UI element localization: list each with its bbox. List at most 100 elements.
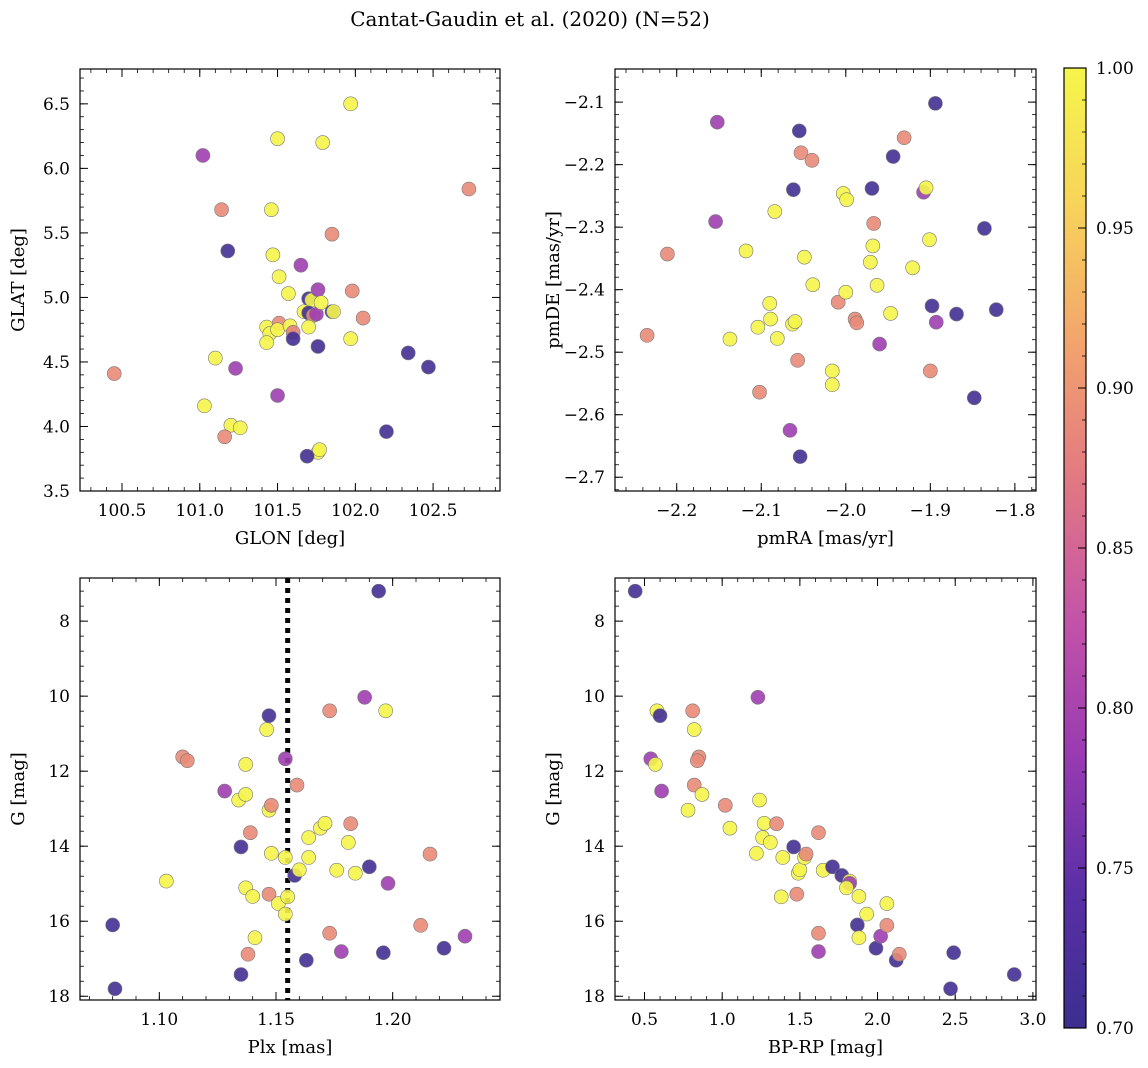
- scatter-points: [106, 96, 477, 464]
- data-point: [789, 886, 805, 902]
- x-tick-label: 1.5: [786, 1010, 813, 1030]
- data-point: [312, 442, 327, 458]
- y-tick-label: −2.4: [564, 281, 605, 301]
- data-point: [851, 930, 867, 946]
- data-point: [762, 296, 778, 311]
- x-tick-label: −2.2: [656, 501, 697, 521]
- y-tick-label: 8: [594, 612, 605, 632]
- data-point: [770, 331, 785, 346]
- data-point: [866, 216, 881, 231]
- data-point: [654, 783, 669, 799]
- data-point: [270, 322, 285, 337]
- y-tick-label: −2.2: [564, 156, 605, 176]
- y-tick-label: −2.6: [564, 406, 605, 426]
- y-tick-label: −2.5: [564, 343, 605, 363]
- data-point: [238, 787, 253, 802]
- data-point: [786, 182, 801, 197]
- data-point: [355, 310, 371, 326]
- data-point: [378, 703, 393, 719]
- data-point: [180, 753, 195, 768]
- data-point: [946, 945, 961, 961]
- data-point: [348, 865, 363, 881]
- x-tick-label: 0.5: [631, 1010, 658, 1030]
- data-point: [793, 145, 809, 161]
- data-point: [301, 830, 316, 845]
- data-point: [928, 314, 944, 330]
- data-point: [413, 918, 428, 933]
- data-point: [879, 918, 895, 933]
- data-point: [660, 246, 675, 262]
- x-tick-label: −1.9: [910, 501, 951, 521]
- data-point: [317, 816, 333, 831]
- data-point: [648, 757, 663, 772]
- y-tick-label: 5.0: [43, 288, 70, 308]
- data-point: [839, 880, 854, 896]
- data-point: [923, 363, 938, 379]
- data-point: [782, 423, 798, 438]
- scatter-points: [105, 583, 473, 997]
- data-point: [838, 284, 854, 300]
- bprp-g-panel: 0.5 1.0 1.5 2.0 2.5 3.0 8 10 12 14 16 18 BP-RP [mag]…: [543, 577, 1046, 1058]
- y-tick-label: 12: [583, 762, 605, 782]
- data-point: [343, 331, 358, 347]
- data-point: [943, 981, 958, 997]
- data-point: [627, 583, 643, 599]
- data-point: [922, 232, 937, 247]
- data-point: [773, 889, 789, 905]
- data-point: [334, 944, 349, 959]
- data-point: [261, 708, 277, 723]
- data-point: [879, 896, 895, 911]
- y-axis-label: G [mag]: [543, 752, 564, 825]
- x-tick-label: 1.15: [257, 1010, 295, 1030]
- data-point: [299, 448, 315, 464]
- data-point: [343, 816, 358, 831]
- data-point: [811, 925, 826, 941]
- scatter-points: [639, 96, 1004, 464]
- y-tick-label: 12: [48, 762, 70, 782]
- data-point: [977, 221, 992, 236]
- colorbar-tick-label: 0.95: [1096, 219, 1134, 239]
- scatter-points: [627, 583, 1022, 997]
- data-point: [310, 339, 326, 354]
- data-point: [786, 839, 801, 855]
- data-point: [918, 180, 934, 196]
- y-axis-label: GLAT [deg]: [8, 228, 29, 332]
- data-point: [197, 398, 212, 414]
- data-point: [869, 278, 885, 293]
- data-point: [685, 703, 700, 719]
- data-point: [264, 798, 279, 813]
- data-point: [883, 306, 898, 321]
- data-point: [864, 181, 880, 196]
- data-point: [278, 751, 293, 767]
- colorbar-tick-label: 1.00: [1096, 59, 1134, 79]
- y-tick-label: 10: [48, 687, 70, 707]
- data-point: [315, 135, 330, 150]
- data-point: [792, 862, 808, 878]
- data-point: [270, 131, 285, 146]
- x-tick-label: 101.5: [253, 501, 302, 521]
- figure-title: Cantat-Gaudin et al. (2020) (N=52): [350, 7, 710, 31]
- data-point: [924, 298, 940, 314]
- y-tick-label: −2.7: [564, 468, 605, 488]
- x-tick-label: 1.0: [709, 1010, 736, 1030]
- data-point: [301, 850, 316, 865]
- plot-frame: [614, 68, 1037, 492]
- y-tick-label: 10: [583, 687, 605, 707]
- data-point: [722, 820, 738, 836]
- data-point: [278, 850, 293, 865]
- data-point: [850, 917, 865, 933]
- data-point: [362, 859, 377, 875]
- y-tick-label: 6.0: [43, 159, 70, 179]
- data-point: [264, 202, 279, 217]
- data-point: [233, 967, 249, 982]
- pmra-pmde-panel: −2.2 −2.1 −2.0 −1.9 −1.8 −2.7 −2.6 −2.5 −2.4 −2.3…: [543, 68, 1037, 549]
- data-point: [232, 420, 248, 436]
- x-tick-label: 100.5: [98, 501, 147, 521]
- y-tick-label: 16: [583, 912, 605, 932]
- data-point: [457, 928, 473, 944]
- data-point: [371, 583, 386, 599]
- data-point: [400, 345, 416, 361]
- data-point: [763, 835, 778, 850]
- data-point: [694, 787, 710, 802]
- data-point: [240, 946, 256, 962]
